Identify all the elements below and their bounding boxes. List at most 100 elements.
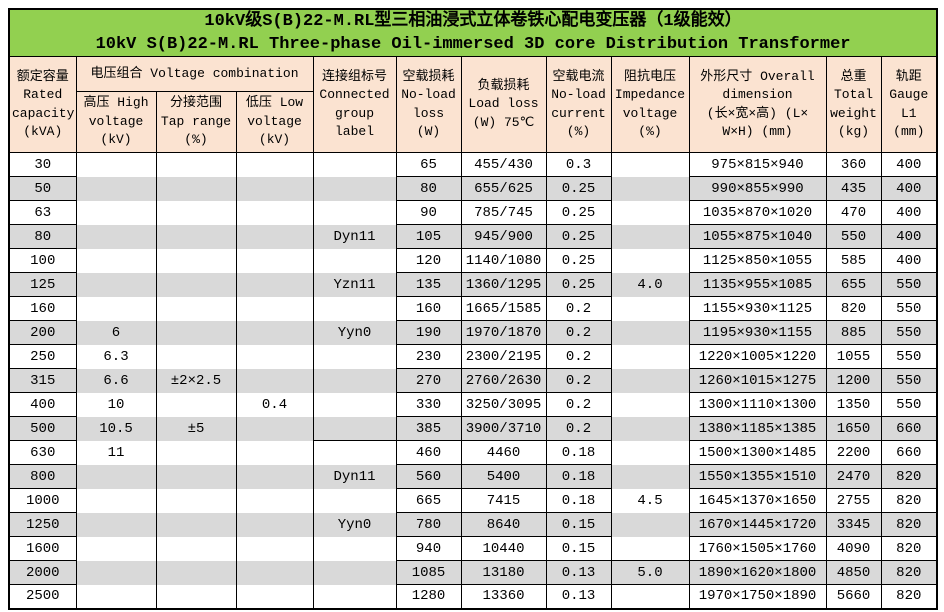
cell-dim: 1195×930×1155 [688,320,827,345]
cell-lv [235,152,314,177]
col-header-impedance-voltage: 阻抗电压 Impedance voltage (%) [610,56,690,153]
cell-dim: 1670×1445×1720 [688,512,827,537]
cell-gauge: 550 [880,272,938,297]
cell-group [312,416,397,441]
cell-lv [235,200,314,225]
cell-load: 3900/3710 [460,416,547,441]
cell-group [312,248,397,273]
cell-imped [610,344,690,369]
table-row: 80 Dyn11 105 945/900 0.25 1055×875×1040 550 400 [8,224,938,249]
cell-lv [235,248,314,273]
cell-weight: 1200 [825,368,882,393]
cell-noload: 90 [395,200,462,225]
cell-capacity: 500 [8,416,77,441]
cell-capacity: 100 [8,248,77,273]
cell-imped [610,440,690,465]
cell-weight: 470 [825,200,882,225]
cell-hv [75,536,157,561]
cell-capacity: 30 [8,152,77,177]
cell-weight: 3345 [825,512,882,537]
cell-weight: 5660 [825,584,882,609]
cell-group: Dyn11 [312,464,397,489]
cell-load: 785/745 [460,200,547,225]
cell-capacity: 2500 [8,584,77,609]
cell-load: 7415 [460,488,547,513]
cell-noload: 940 [395,536,462,561]
cell-tap: ±5 [155,416,237,441]
cell-load: 1665/1585 [460,296,547,321]
table-row: 500 10.5 ±5 385 3900/3710 0.2 1380×1185×1385 16… [8,416,938,441]
cell-imped [610,392,690,417]
cell-gauge: 400 [880,176,938,201]
cell-imped [610,464,690,489]
cell-group [312,536,397,561]
cell-hv [75,488,157,513]
cell-group [312,440,397,465]
cell-hv: 6.3 [75,344,157,369]
cell-dim: 1155×930×1125 [688,296,827,321]
cell-tap [155,200,237,225]
table-row: 1600 940 10440 0.15 1760×1505×1760 4090 820 [8,536,938,561]
cell-capacity: 1250 [8,512,77,537]
cell-hv [75,584,157,609]
col-header-capacity: 额定容量 Rated capacity (kVA) [8,56,77,153]
table-row: 800 Dyn11 560 5400 0.18 1550×1355×1510 2470 820 [8,464,938,489]
cell-hv [75,464,157,489]
cell-noload: 120 [395,248,462,273]
cell-weight: 2200 [825,440,882,465]
cell-current: 0.15 [545,536,612,561]
cell-current: 0.2 [545,296,612,321]
cell-capacity: 2000 [8,560,77,585]
col-header-connected-group: 连接组标号 Connected group label [312,56,397,153]
cell-gauge: 660 [880,440,938,465]
cell-group [312,368,397,393]
cell-lv [235,224,314,249]
cell-group [312,560,397,585]
cell-dim: 1645×1370×1650 [688,488,827,513]
cell-load: 945/900 [460,224,547,249]
cell-weight: 550 [825,224,882,249]
cell-tap [155,320,237,345]
cell-load: 13180 [460,560,547,585]
cell-load: 5400 [460,464,547,489]
table-row: 2500 1280 13360 0.13 1970×1750×1890 5660 820 [8,584,938,609]
cell-tap [155,512,237,537]
cell-capacity: 800 [8,464,77,489]
cell-hv [75,560,157,585]
cell-load: 1970/1870 [460,320,547,345]
cell-gauge: 820 [880,536,938,561]
cell-current: 0.25 [545,200,612,225]
cell-imped: 5.0 [610,560,690,585]
cell-hv [75,200,157,225]
cell-hv: 6 [75,320,157,345]
cell-capacity: 200 [8,320,77,345]
cell-imped [610,416,690,441]
cell-noload: 780 [395,512,462,537]
cell-lv [235,344,314,369]
col-header-no-load-loss: 空载损耗 No-load loss (W) [395,56,462,153]
cell-lv [235,536,314,561]
cell-tap: ±2×2.5 [155,368,237,393]
cell-group: Yyn0 [312,320,397,345]
cell-lv [235,272,314,297]
cell-capacity: 250 [8,344,77,369]
cell-group [312,296,397,321]
cell-noload: 80 [395,176,462,201]
cell-noload: 270 [395,368,462,393]
cell-hv [75,272,157,297]
cell-group [312,176,397,201]
cell-group: Yyn0 [312,512,397,537]
title-row: 10kV级S(B)22-M.RL型三相油浸式立体卷铁心配电变压器（1级能效） 1… [8,8,938,57]
cell-current: 0.18 [545,464,612,489]
header-sub-row: 高压 High voltage (kV) 分接范围 Tap range (%) … [9,91,937,153]
col-header-high-voltage: 高压 High voltage (kV) [75,91,157,153]
cell-current: 0.25 [545,176,612,201]
cell-gauge: 550 [880,392,938,417]
cell-dim: 1550×1355×1510 [688,464,827,489]
cell-dim: 1260×1015×1275 [688,368,827,393]
cell-load: 1140/1080 [460,248,547,273]
cell-weight: 4850 [825,560,882,585]
cell-imped [610,176,690,201]
cell-lv [235,416,314,441]
cell-hv: 6.6 [75,368,157,393]
